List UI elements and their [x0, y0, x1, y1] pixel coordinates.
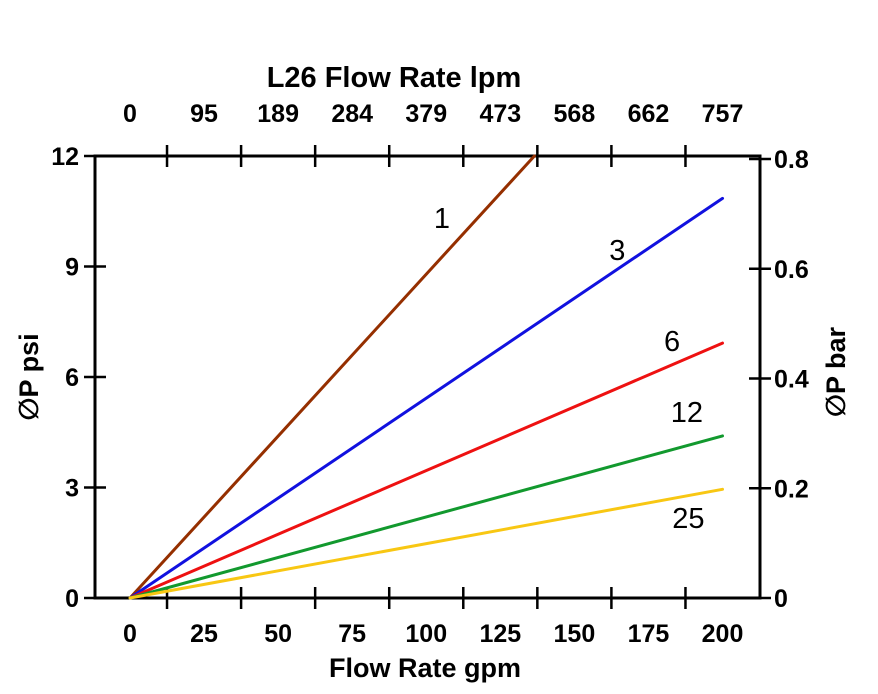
bottom-axis-tick-label: 150 [554, 620, 596, 648]
series-labels: 1 3 6 12 25 [434, 203, 705, 535]
axes [84, 145, 771, 609]
left-axis-label: ∅P psi [14, 333, 44, 420]
right-axis-tick-label: 0.4 [774, 366, 809, 394]
right-axis-tick-label: 0 [774, 585, 788, 613]
series-label-3: 3 [609, 235, 625, 267]
right-axis-label: ∅P bar [821, 326, 851, 417]
right-axis-tick-label: 0.8 [774, 146, 809, 174]
series-line-12 [128, 434, 724, 600]
top-axis-tick-label: 95 [190, 100, 218, 128]
bottom-axis-tick-label: 0 [123, 620, 137, 648]
series-line-25 [128, 487, 724, 600]
top-axis-tick-label: 379 [405, 100, 447, 128]
left-axis-tick-label: 6 [65, 364, 79, 392]
left-axis-tick-label: 12 [51, 143, 79, 171]
series-line-6 [128, 341, 724, 600]
series-line-1 [128, 154, 536, 600]
chart-title: L26 Flow Rate lpm [267, 62, 522, 94]
bottom-axis-label: Flow Rate gpm [329, 653, 521, 683]
top-axis-tick-label: 189 [257, 100, 299, 128]
series-label-12: 12 [671, 397, 703, 429]
bottom-axis-tick-label: 125 [479, 620, 521, 648]
bottom-axis-tick-label: 50 [264, 620, 292, 648]
series-label-25: 25 [672, 503, 704, 535]
left-axis-tick-label: 0 [65, 585, 79, 613]
bottom-axis-tick-label: 175 [628, 620, 670, 648]
top-axis-tick-label: 473 [479, 100, 521, 128]
bottom-axis-tick-label: 100 [405, 620, 447, 648]
bottom-axis-tick-label: 200 [702, 620, 744, 648]
left-axis-tick-label: 3 [65, 475, 79, 503]
top-axis-tick-label: 284 [331, 100, 373, 128]
top-axis-tick-label: 568 [554, 100, 596, 128]
top-axis-tick-label: 662 [628, 100, 670, 128]
top-axis-tick-label: 0 [123, 100, 137, 128]
series-lines [128, 154, 724, 600]
left-axis-tick-label: 9 [65, 254, 79, 282]
plot-frame [93, 154, 762, 600]
series-label-1: 1 [434, 203, 450, 235]
top-axis-tick-label: 757 [702, 100, 744, 128]
bottom-axis-tick-label: 75 [338, 620, 366, 648]
right-axis-tick-label: 0.6 [774, 256, 809, 284]
bottom-axis-tick-label: 25 [190, 620, 218, 648]
series-label-6: 6 [664, 326, 680, 358]
tick-labels: 0025955018975284100379125473150568175662… [51, 100, 809, 648]
right-axis-tick-label: 0.2 [774, 475, 809, 503]
series-line-3 [128, 196, 724, 600]
